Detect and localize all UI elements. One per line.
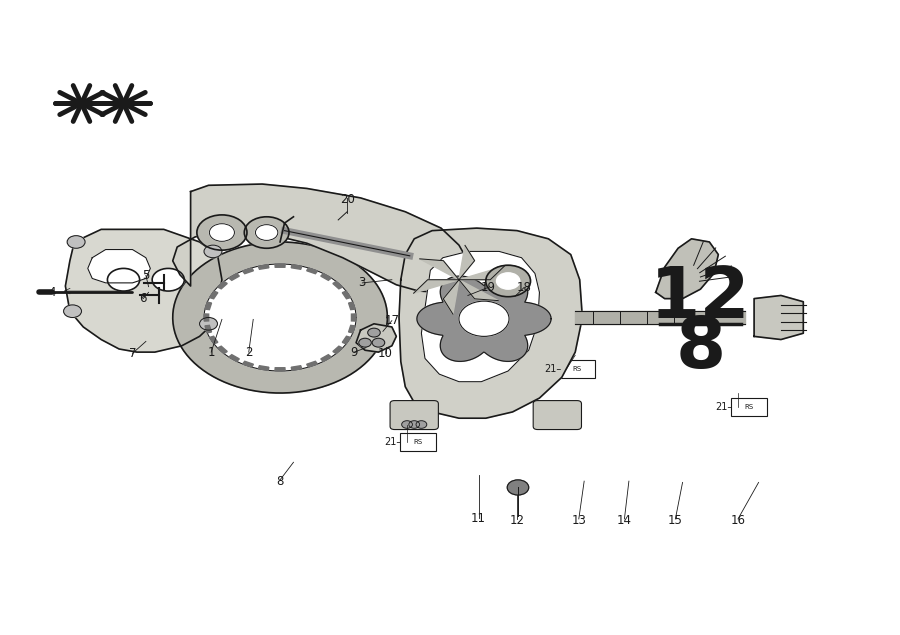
Circle shape xyxy=(486,265,530,297)
Polygon shape xyxy=(205,302,212,310)
Text: 13: 13 xyxy=(572,514,586,526)
Text: 18: 18 xyxy=(517,281,532,294)
Circle shape xyxy=(401,421,412,428)
Polygon shape xyxy=(656,239,718,298)
Circle shape xyxy=(197,215,247,250)
Text: 12: 12 xyxy=(650,264,751,333)
Text: 16: 16 xyxy=(731,514,745,526)
Polygon shape xyxy=(242,361,254,367)
Circle shape xyxy=(373,338,384,347)
FancyBboxPatch shape xyxy=(400,433,436,451)
Polygon shape xyxy=(333,346,343,354)
Polygon shape xyxy=(444,280,459,314)
Text: RS: RS xyxy=(572,366,581,372)
Text: 20: 20 xyxy=(339,192,355,206)
Polygon shape xyxy=(204,314,209,321)
Text: 11: 11 xyxy=(471,512,486,525)
Polygon shape xyxy=(399,228,582,418)
Polygon shape xyxy=(218,346,227,354)
Polygon shape xyxy=(87,250,150,283)
FancyBboxPatch shape xyxy=(533,401,581,429)
Polygon shape xyxy=(348,302,356,310)
Polygon shape xyxy=(205,325,212,333)
Polygon shape xyxy=(459,245,474,280)
Polygon shape xyxy=(258,366,269,370)
Text: 21–: 21– xyxy=(384,437,402,447)
Circle shape xyxy=(359,338,372,347)
Text: 19: 19 xyxy=(481,281,496,294)
Text: 14: 14 xyxy=(616,514,632,526)
Polygon shape xyxy=(229,355,239,361)
Circle shape xyxy=(244,217,289,248)
Polygon shape xyxy=(320,355,331,361)
Polygon shape xyxy=(210,291,218,298)
FancyBboxPatch shape xyxy=(559,360,595,378)
Polygon shape xyxy=(320,274,331,280)
Text: 21–: 21– xyxy=(544,364,562,374)
Circle shape xyxy=(368,328,380,337)
Polygon shape xyxy=(459,280,499,300)
Circle shape xyxy=(64,305,82,318)
Polygon shape xyxy=(210,337,218,344)
Polygon shape xyxy=(307,361,318,367)
Polygon shape xyxy=(417,276,551,361)
Text: 9: 9 xyxy=(350,345,358,359)
Polygon shape xyxy=(351,314,356,321)
Circle shape xyxy=(210,224,234,241)
Text: 7: 7 xyxy=(129,347,136,360)
Polygon shape xyxy=(292,265,302,269)
Text: 4: 4 xyxy=(49,286,56,299)
Text: 21–: 21– xyxy=(716,402,733,412)
FancyBboxPatch shape xyxy=(390,401,438,429)
Text: 2: 2 xyxy=(245,345,253,359)
Text: 8: 8 xyxy=(276,474,284,488)
Polygon shape xyxy=(66,229,222,352)
Circle shape xyxy=(416,421,427,428)
Polygon shape xyxy=(218,281,227,289)
Polygon shape xyxy=(274,264,285,267)
Circle shape xyxy=(497,273,520,289)
Polygon shape xyxy=(342,291,351,298)
Polygon shape xyxy=(258,265,269,269)
Text: 12: 12 xyxy=(509,514,525,526)
Circle shape xyxy=(200,318,218,330)
Text: RS: RS xyxy=(413,439,422,445)
Circle shape xyxy=(409,421,419,428)
Text: RS: RS xyxy=(744,404,753,410)
Circle shape xyxy=(204,245,222,258)
Polygon shape xyxy=(348,325,356,333)
Polygon shape xyxy=(307,268,318,274)
Polygon shape xyxy=(421,251,539,382)
Polygon shape xyxy=(204,264,356,371)
Polygon shape xyxy=(292,366,302,370)
Polygon shape xyxy=(754,295,804,340)
Polygon shape xyxy=(229,274,239,280)
Circle shape xyxy=(107,269,140,291)
Polygon shape xyxy=(414,280,459,293)
Text: 5: 5 xyxy=(142,269,149,282)
Circle shape xyxy=(256,225,278,241)
Circle shape xyxy=(152,269,184,291)
Text: 15: 15 xyxy=(668,514,683,526)
Polygon shape xyxy=(333,281,343,289)
Polygon shape xyxy=(459,266,504,280)
Polygon shape xyxy=(356,324,396,352)
Text: 3: 3 xyxy=(359,276,366,290)
Polygon shape xyxy=(419,259,459,280)
Text: 17: 17 xyxy=(384,314,400,327)
Circle shape xyxy=(508,480,528,495)
Text: 6: 6 xyxy=(140,292,147,305)
Polygon shape xyxy=(342,337,351,344)
Polygon shape xyxy=(242,268,254,274)
Text: 1: 1 xyxy=(207,345,215,359)
Polygon shape xyxy=(173,184,468,292)
Text: 8: 8 xyxy=(675,314,725,384)
Circle shape xyxy=(459,301,509,337)
Circle shape xyxy=(68,236,86,248)
FancyBboxPatch shape xyxy=(731,398,767,416)
Polygon shape xyxy=(173,242,387,393)
Text: 10: 10 xyxy=(378,347,393,360)
Polygon shape xyxy=(274,368,285,371)
